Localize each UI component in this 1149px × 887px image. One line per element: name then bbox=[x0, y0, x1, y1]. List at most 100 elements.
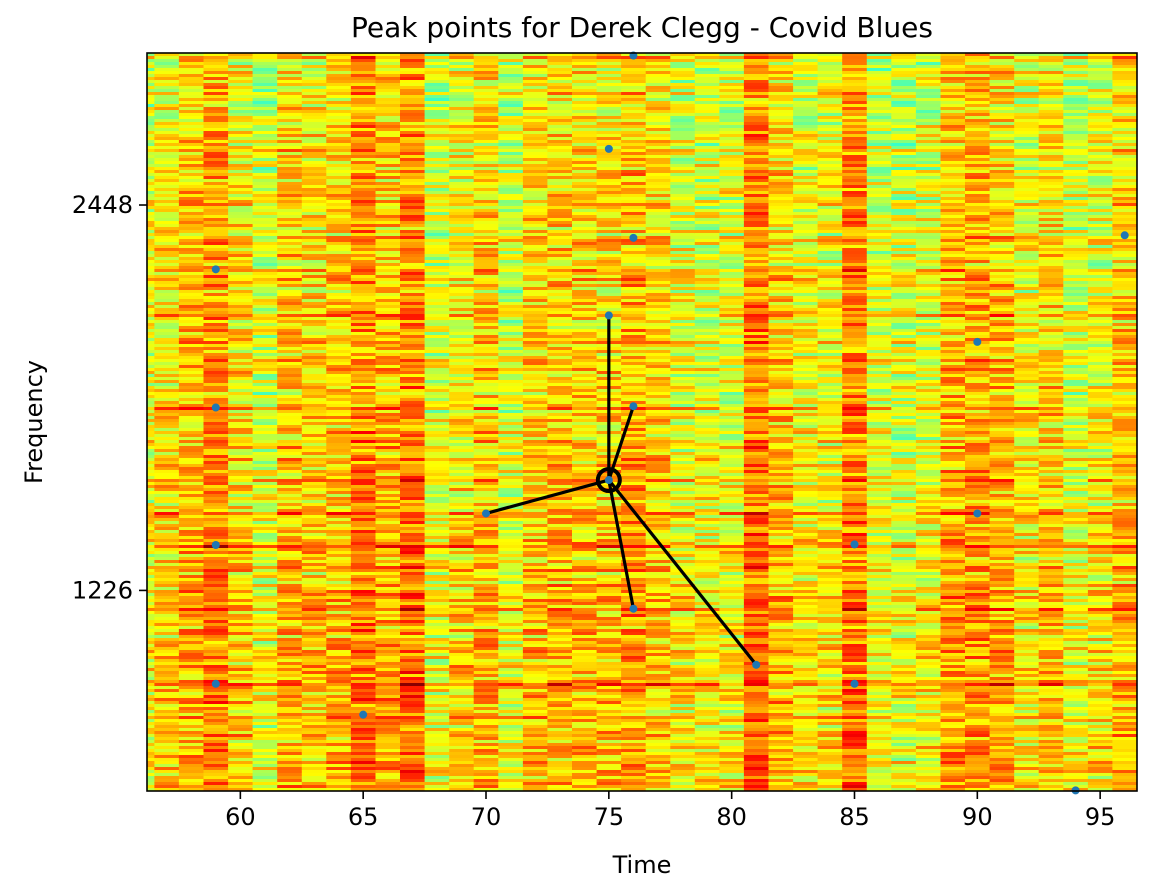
heatmap-cell bbox=[572, 170, 598, 174]
heatmap-cell bbox=[375, 116, 401, 120]
heatmap-cell bbox=[228, 704, 254, 708]
heatmap-cell bbox=[522, 200, 549, 204]
heatmap-cell bbox=[178, 206, 205, 210]
heatmap-cell bbox=[572, 701, 598, 705]
heatmap-cell bbox=[449, 716, 475, 720]
heatmap-cell bbox=[572, 566, 598, 570]
heatmap-cell bbox=[498, 224, 524, 228]
heatmap-cell bbox=[375, 737, 401, 741]
heatmap-cell bbox=[178, 272, 205, 276]
heatmap-cell bbox=[424, 743, 450, 747]
heatmap-cell bbox=[178, 698, 205, 702]
heatmap-cell bbox=[350, 788, 377, 791]
heatmap-cell bbox=[154, 404, 180, 408]
heatmap-cell bbox=[547, 308, 573, 312]
heatmap-cell bbox=[178, 476, 205, 480]
heatmap-cell bbox=[350, 581, 377, 585]
heatmap-cell bbox=[400, 614, 426, 618]
heatmap-cell bbox=[252, 644, 278, 648]
heatmap-cell bbox=[400, 329, 426, 333]
heatmap-cell bbox=[252, 497, 278, 501]
heatmap-cell bbox=[424, 764, 450, 768]
heatmap-cell bbox=[178, 326, 205, 330]
heatmap-cell bbox=[424, 185, 450, 189]
heatmap-cell bbox=[154, 131, 180, 135]
heatmap-cell bbox=[547, 206, 573, 210]
heatmap-cell bbox=[326, 689, 352, 693]
heatmap-cell bbox=[572, 182, 598, 186]
heatmap-cell bbox=[498, 692, 524, 696]
heatmap-cell bbox=[449, 137, 475, 141]
heatmap-cell bbox=[203, 347, 229, 351]
heatmap-cell bbox=[424, 575, 450, 579]
heatmap-cell bbox=[424, 524, 450, 528]
heatmap-cell bbox=[547, 647, 573, 651]
heatmap-cell bbox=[178, 161, 205, 165]
heatmap-cell bbox=[473, 251, 499, 255]
heatmap-cell bbox=[147, 503, 155, 507]
heatmap-cell bbox=[147, 275, 155, 279]
heatmap-cell bbox=[178, 575, 205, 579]
heatmap-cell bbox=[277, 308, 303, 312]
heatmap-cell bbox=[522, 290, 549, 294]
heatmap-cell bbox=[449, 71, 475, 75]
heatmap-cell bbox=[326, 368, 352, 372]
heatmap-cell bbox=[375, 131, 401, 135]
heatmap-cell bbox=[147, 626, 155, 630]
heatmap-cell bbox=[572, 482, 598, 486]
heatmap-cell bbox=[375, 221, 401, 225]
heatmap-cell bbox=[105, 311, 130, 314]
heatmap-cell bbox=[375, 413, 401, 417]
heatmap-cell bbox=[203, 767, 229, 771]
heatmap-cell bbox=[424, 476, 450, 480]
heatmap-cell bbox=[498, 194, 524, 198]
heatmap-cell bbox=[178, 596, 205, 600]
heatmap-cell bbox=[178, 452, 205, 456]
heatmap-cell bbox=[375, 53, 401, 57]
heatmap-cell bbox=[105, 335, 130, 338]
heatmap-cell bbox=[350, 554, 377, 558]
heatmap-cell bbox=[424, 701, 450, 705]
heatmap-cell bbox=[178, 788, 205, 791]
heatmap-cell bbox=[473, 383, 499, 387]
heatmap-cell bbox=[105, 650, 130, 653]
heatmap-cell bbox=[547, 179, 573, 183]
heatmap-cell bbox=[301, 728, 327, 732]
heatmap-cell bbox=[498, 548, 524, 552]
heatmap-cell bbox=[375, 113, 401, 117]
heatmap-cell bbox=[572, 311, 598, 315]
heatmap-cell bbox=[147, 398, 155, 402]
heatmap-cell bbox=[147, 683, 155, 687]
heatmap-cell bbox=[301, 215, 327, 219]
heatmap-cell bbox=[572, 329, 598, 333]
heatmap-cell bbox=[203, 695, 229, 699]
heatmap-cell bbox=[228, 92, 254, 96]
heatmap-cell bbox=[350, 377, 377, 381]
heatmap-cell bbox=[547, 191, 573, 195]
heatmap-cell bbox=[277, 470, 303, 474]
heatmap-cell bbox=[473, 362, 499, 366]
heatmap-cell bbox=[350, 59, 377, 63]
heatmap-cell bbox=[424, 368, 450, 372]
heatmap-cell bbox=[252, 587, 278, 591]
heatmap-cell bbox=[522, 302, 549, 306]
heatmap-cell bbox=[277, 767, 303, 771]
heatmap-cell bbox=[277, 227, 303, 231]
heatmap-cell bbox=[147, 101, 155, 105]
heatmap-cell bbox=[400, 581, 426, 585]
heatmap-cell bbox=[572, 674, 598, 678]
heatmap-cell bbox=[252, 419, 278, 423]
heatmap-cell bbox=[277, 686, 303, 690]
heatmap-cell bbox=[228, 410, 254, 414]
heatmap-cell bbox=[547, 410, 573, 414]
heatmap-cell bbox=[522, 659, 549, 663]
heatmap-cell bbox=[449, 458, 475, 462]
heatmap-cell bbox=[252, 98, 278, 102]
heatmap-cell bbox=[252, 122, 278, 126]
heatmap-cell bbox=[203, 398, 229, 402]
heatmap-cell bbox=[147, 692, 155, 696]
heatmap-cell bbox=[277, 542, 303, 546]
heatmap-cell bbox=[424, 440, 450, 444]
heatmap-cell bbox=[547, 110, 573, 114]
heatmap-cell bbox=[203, 176, 229, 180]
